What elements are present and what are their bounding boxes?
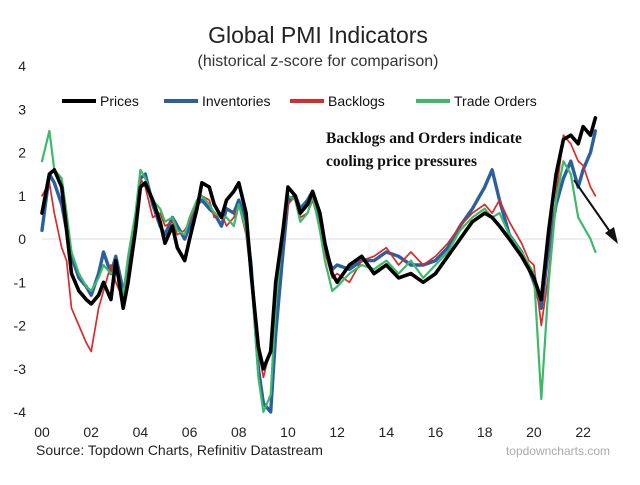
x-tick-label: 12	[329, 424, 345, 440]
y-tick-label: -3	[14, 361, 27, 377]
y-axis-tick-labels: 4 3 2 1 0 -1 -2 -3 -4	[14, 58, 27, 420]
y-tick-label: 0	[18, 231, 26, 247]
series-line-prices	[40, 116, 598, 371]
y-tick-label: -2	[14, 318, 27, 334]
annotation-line-1: Backlogs and Orders indicate	[326, 130, 522, 147]
y-tick-label: 1	[18, 188, 26, 204]
x-tick-label: 16	[428, 424, 444, 440]
annotation-line-2: cooling price pressures	[326, 153, 477, 170]
series-line-backlogs	[41, 134, 597, 379]
y-tick-label: -1	[14, 274, 27, 290]
source-note: Source: Topdown Charts, Refinitiv Datast…	[36, 442, 323, 458]
annotation-arrow	[573, 179, 618, 244]
legend-label: Backlogs	[328, 93, 385, 109]
x-tick-label: 14	[379, 424, 395, 440]
series-lines	[40, 116, 598, 414]
series-line-trade-orders	[40, 129, 597, 414]
chart-title: Global PMI Indicators	[208, 22, 428, 48]
x-tick-label: 06	[182, 424, 198, 440]
y-tick-label: 3	[18, 101, 26, 117]
x-tick-label: 10	[280, 424, 296, 440]
x-axis-tick-labels: 00 02 04 06 08 10 12 14 16 18 20 22	[34, 424, 591, 440]
x-tick-label: 04	[133, 424, 149, 440]
brand-watermark: topdowncharts.com	[506, 444, 610, 458]
y-tick-label: 4	[18, 58, 26, 74]
legend-label: Prices	[100, 93, 139, 109]
chart-subtitle: (historical z-score for comparison)	[198, 53, 439, 70]
y-tick-label: -4	[14, 404, 27, 420]
y-tick-label: 2	[18, 145, 26, 161]
legend: Prices Inventories Backlogs Trade Orders	[62, 93, 537, 109]
x-tick-label: 22	[575, 424, 591, 440]
legend-label: Trade Orders	[454, 93, 537, 109]
x-tick-label: 20	[526, 424, 542, 440]
x-tick-label: 02	[83, 424, 99, 440]
series-line-inventories	[40, 129, 598, 414]
x-tick-label: 18	[477, 424, 493, 440]
x-tick-label: 08	[231, 424, 247, 440]
x-tick-label: 00	[34, 424, 50, 440]
legend-label: Inventories	[202, 93, 270, 109]
